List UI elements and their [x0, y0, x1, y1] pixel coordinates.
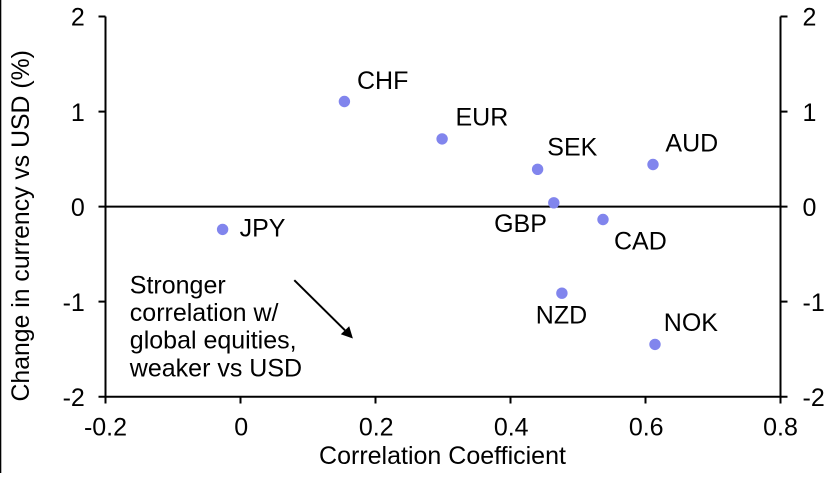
svg-text:EUR: EUR	[456, 104, 509, 132]
svg-text:0: 0	[803, 194, 817, 222]
svg-text:SEK: SEK	[547, 133, 597, 161]
svg-text:2: 2	[71, 4, 85, 32]
svg-text:1: 1	[803, 99, 817, 127]
svg-text:CAD: CAD	[614, 227, 667, 255]
svg-text:-2: -2	[803, 384, 825, 412]
svg-text:0: 0	[71, 194, 85, 222]
svg-text:0.4: 0.4	[494, 413, 529, 441]
svg-text:-2: -2	[63, 384, 85, 412]
svg-text:JPY: JPY	[240, 215, 286, 243]
svg-text:-0.2: -0.2	[84, 413, 127, 441]
svg-text:weaker vs USD: weaker vs USD	[129, 354, 302, 382]
svg-text:1: 1	[71, 99, 85, 127]
svg-text:CHF: CHF	[357, 67, 408, 95]
svg-text:-1: -1	[63, 289, 85, 317]
svg-text:0.8: 0.8	[763, 413, 798, 441]
svg-text:0.6: 0.6	[629, 413, 664, 441]
svg-text:Stronger: Stronger	[130, 271, 226, 299]
svg-text:0: 0	[234, 413, 248, 441]
svg-text:GBP: GBP	[494, 210, 547, 238]
svg-text:Correlation Coefficient: Correlation Coefficient	[319, 442, 566, 470]
svg-text:NZD: NZD	[536, 301, 587, 329]
svg-text:correlation w/: correlation w/	[130, 299, 279, 327]
svg-text:-1: -1	[803, 289, 825, 317]
svg-text:Change in currency vs USD (%): Change in currency vs USD (%)	[8, 50, 35, 401]
svg-text:NOK: NOK	[664, 309, 719, 337]
svg-text:2: 2	[803, 4, 817, 32]
svg-text:global equities,: global equities,	[130, 327, 297, 355]
svg-text:AUD: AUD	[665, 130, 718, 158]
svg-text:0.2: 0.2	[359, 413, 394, 441]
